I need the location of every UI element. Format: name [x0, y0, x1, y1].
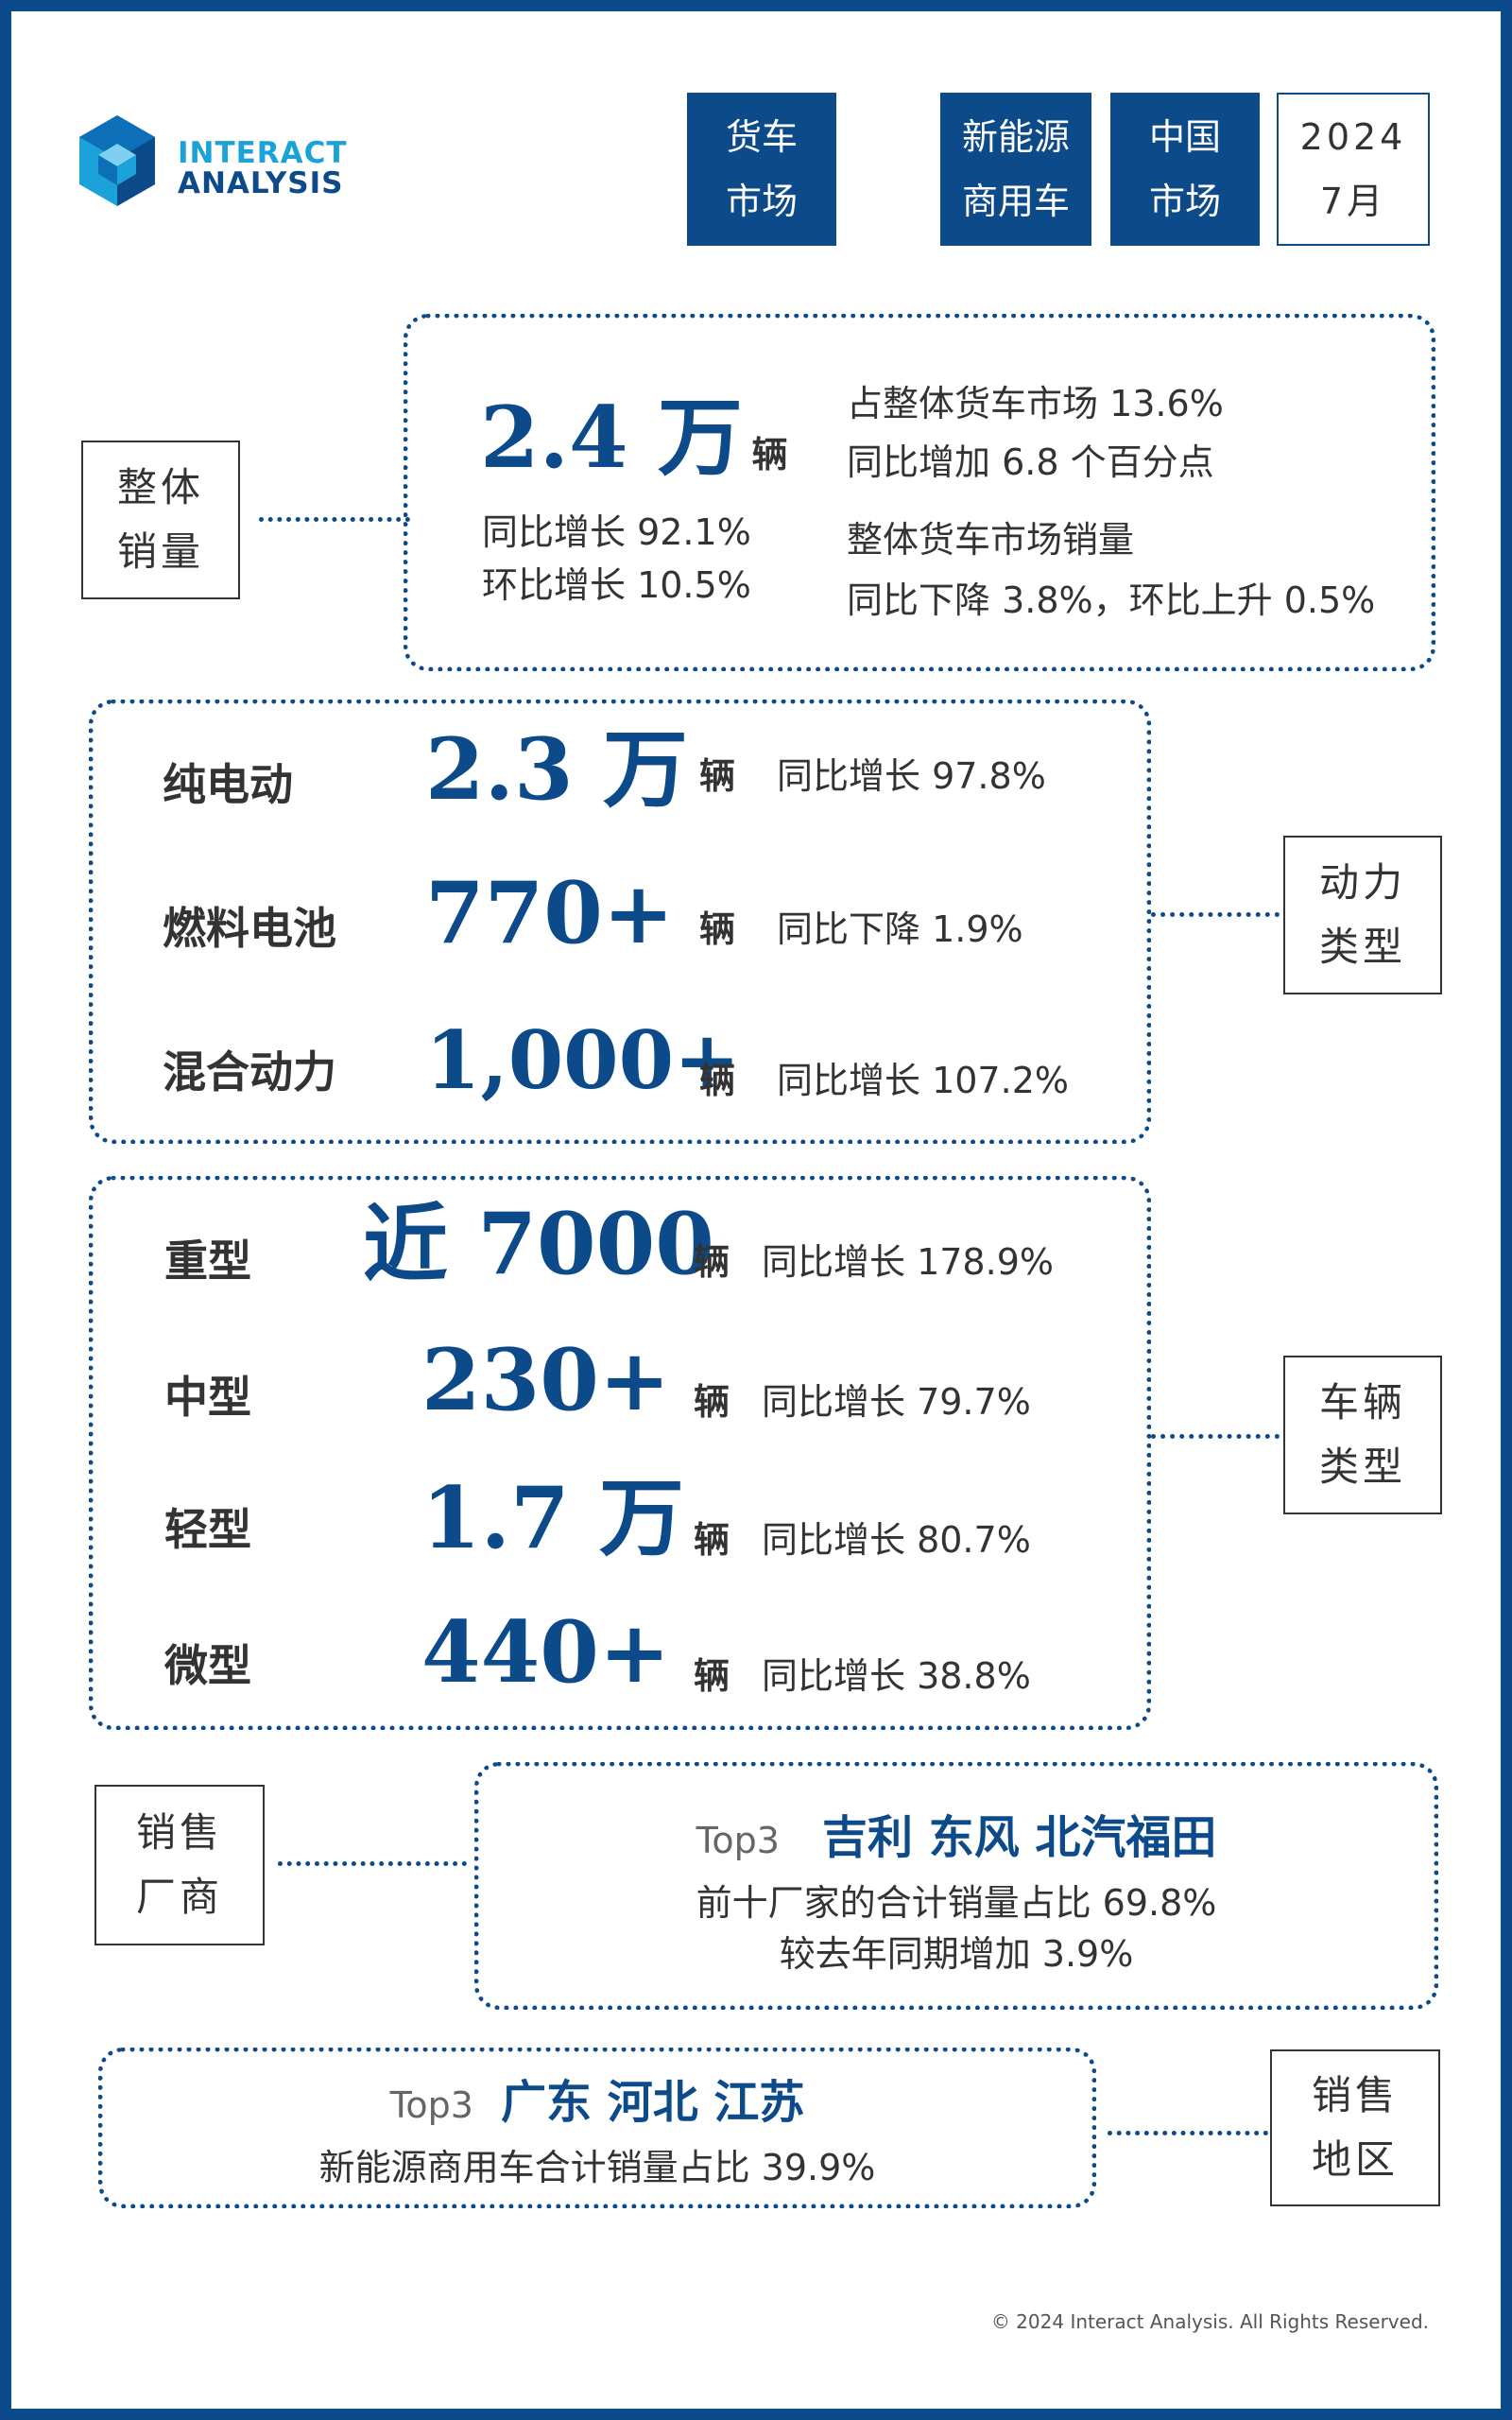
power-row-change: 同比增长 107.2% [777, 1060, 1069, 1101]
label-line: 类型 [1318, 924, 1406, 970]
tag-month: 7月 [1319, 181, 1387, 222]
vehicle-row-change: 同比增长 79.7% [762, 1381, 1031, 1423]
vehicle-row-unit: 辆 [694, 1381, 730, 1423]
overall-share-change: 同比增加 6.8 个百分点 [847, 441, 1214, 483]
vehicle-row-unit: 辆 [694, 1519, 730, 1561]
manufacturers-top3-line: Top3 吉利 东风 北汽福田 [474, 1800, 1438, 1866]
manufacturers-label: 销售 厂商 [94, 1785, 265, 1945]
interact-analysis-logo: INTERACT ANALYSIS [79, 115, 363, 219]
tag-line: 市场 [1148, 181, 1221, 222]
vehicle-row-value: 近 7000 [363, 1194, 714, 1294]
connector-manufacturers [278, 1861, 467, 1866]
regions-share: 新能源商用车合计销量占比 39.9% [318, 2147, 876, 2188]
power-row-name: 燃料电池 [163, 903, 336, 954]
top3-label: Top3 [696, 1820, 780, 1861]
power-row-unit: 辆 [699, 1060, 736, 1101]
label-line: 销售 [1311, 2072, 1399, 2118]
overall-sales-label: 整体 销量 [81, 441, 240, 599]
truck-market-change: 同比下降 3.8%，环比上升 0.5% [847, 579, 1376, 621]
connector-regions [1108, 2131, 1268, 2135]
label-line: 销量 [116, 528, 204, 575]
overall-value-group: 2.4 万 辆 [480, 386, 788, 514]
power-row-name: 纯电动 [163, 759, 293, 810]
tag-date: 2024 7月 [1277, 93, 1430, 246]
logo-line2: ANALYSIS [178, 166, 344, 200]
copyright-notice: © 2024 Interact Analysis. All Rights Res… [990, 2310, 1429, 2333]
overall-sales-box [404, 314, 1435, 671]
power-row-change: 同比增长 97.8% [777, 755, 1046, 797]
vehicle-row-change: 同比增长 178.9% [762, 1241, 1054, 1283]
vehicle-row-name: 轻型 [164, 1504, 251, 1555]
label-line: 整体 [116, 464, 204, 510]
logo-line1: INTERACT [178, 136, 348, 170]
vehicle-row-value: 440+ [421, 1602, 671, 1703]
label-line: 车辆 [1318, 1379, 1406, 1426]
power-row-value: 770+ [425, 863, 675, 963]
vehicle-row-name: 微型 [164, 1640, 251, 1691]
vehicle-row-change: 同比增长 38.8% [762, 1655, 1031, 1697]
manufacturers-share-change: 较去年同期增加 3.9% [779, 1933, 1134, 1975]
tag-china-market: 中国 市场 [1110, 93, 1260, 246]
regions-top3-line: Top3 广东 河北 江苏 [98, 2065, 1096, 2131]
power-row-name: 混合动力 [163, 1046, 336, 1098]
tag-year: 2024 [1299, 116, 1407, 158]
regions-label: 销售 地区 [1270, 2049, 1440, 2206]
top3-manufacturers: 吉利 东风 北汽福田 [821, 1811, 1217, 1864]
tag-truck-market: 货车 市场 [687, 93, 836, 246]
overall-sales-value: 2.4 万 [480, 388, 743, 488]
label-line: 销售 [135, 1809, 223, 1856]
overall-sales-unit: 辆 [751, 433, 788, 475]
truck-market-title: 整体货车市场销量 [847, 519, 1135, 561]
top3-regions: 广东 河北 江苏 [500, 2076, 805, 2129]
power-type-box [89, 700, 1151, 1144]
tag-new-energy-commercial: 新能源 商用车 [940, 93, 1091, 246]
tag-line: 中国 [1148, 116, 1221, 158]
power-row-unit: 辆 [699, 755, 736, 797]
power-row-value: 2.3 万 [425, 719, 688, 820]
label-line: 动力 [1318, 859, 1406, 906]
vehicle-row-value: 230+ [421, 1330, 671, 1430]
vehicle-type-label: 车辆 类型 [1283, 1356, 1442, 1514]
vehicle-row-change: 同比增长 80.7% [762, 1519, 1031, 1561]
overall-yoy: 同比增长 92.1% [482, 511, 751, 553]
label-line: 厂商 [135, 1874, 223, 1920]
tag-line: 市场 [725, 181, 798, 222]
overall-market-share: 占整体货车市场 13.6% [847, 383, 1224, 424]
vehicle-row-name: 中型 [164, 1372, 251, 1423]
vehicle-row-unit: 辆 [694, 1241, 730, 1283]
tag-line: 货车 [725, 116, 798, 158]
tag-line: 新能源 [961, 116, 1070, 158]
connector-overall [259, 517, 410, 522]
top3-label: Top3 [389, 2084, 473, 2126]
tag-line: 商用车 [961, 181, 1070, 222]
label-line: 类型 [1318, 1443, 1406, 1490]
power-row-change: 同比下降 1.9% [777, 908, 1023, 950]
vehicle-row-value: 1.7 万 [421, 1468, 684, 1568]
connector-vehicle [1151, 1434, 1280, 1439]
manufacturers-share: 前十厂家的合计销量占比 69.8% [696, 1882, 1217, 1924]
logo-hexagon-icon [79, 115, 155, 206]
logo-wordmark: INTERACT ANALYSIS [178, 138, 348, 199]
vehicle-row-unit: 辆 [694, 1655, 730, 1697]
label-line: 地区 [1311, 2136, 1399, 2183]
vehicle-row-name: 重型 [164, 1236, 251, 1287]
regions-box [98, 2048, 1096, 2208]
power-row-unit: 辆 [699, 908, 736, 950]
overall-mom: 环比增长 10.5% [482, 564, 751, 606]
manufacturers-box [474, 1762, 1438, 2010]
power-type-label: 动力 类型 [1283, 836, 1442, 994]
connector-power [1151, 912, 1280, 917]
vehicle-type-box [89, 1176, 1151, 1730]
power-row-value: 1,000+ [425, 1013, 741, 1107]
